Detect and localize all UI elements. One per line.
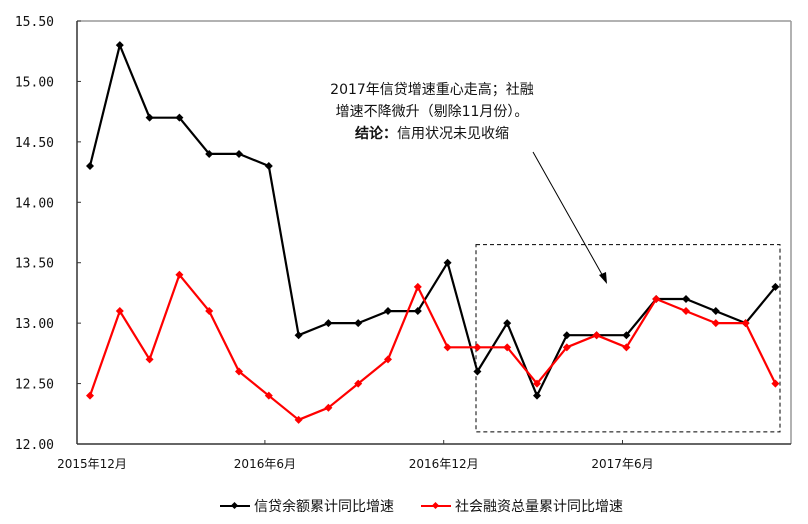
data-point bbox=[592, 331, 601, 340]
legend-item-credit: 信贷余额累计同比增速 bbox=[220, 498, 394, 515]
data-point bbox=[443, 258, 452, 267]
data-point bbox=[235, 149, 243, 158]
y-tick-label: 15.00 bbox=[15, 75, 54, 90]
y-tick-label: 15.50 bbox=[15, 15, 54, 30]
highlight-box bbox=[475, 244, 781, 433]
data-point bbox=[324, 403, 333, 412]
annotation-line-2: 增速不降微升（剔除11月份）。 bbox=[336, 104, 529, 120]
arrow-line bbox=[532, 151, 605, 279]
x-tick-label: 2016年6月 bbox=[234, 457, 296, 471]
data-point bbox=[562, 343, 571, 352]
data-point bbox=[741, 319, 750, 328]
series-social-financing bbox=[86, 270, 780, 424]
annotation-conclusion: 结论：信用状况未见收缩 bbox=[355, 125, 509, 142]
data-point bbox=[771, 282, 780, 291]
data-point bbox=[86, 391, 94, 400]
data-point bbox=[115, 307, 124, 316]
data-point bbox=[503, 319, 512, 328]
data-point bbox=[264, 162, 273, 171]
y-tick-label: 12.00 bbox=[15, 438, 54, 453]
data-point bbox=[145, 113, 154, 122]
x-tick-label: 2015年12月 bbox=[57, 457, 127, 471]
data-point bbox=[354, 319, 363, 328]
data-point bbox=[324, 319, 333, 328]
data-point bbox=[175, 270, 184, 279]
data-point bbox=[175, 113, 184, 122]
series-credit bbox=[86, 41, 780, 400]
conclusion-text: 信用状况未见收缩 bbox=[397, 126, 509, 142]
series-group bbox=[86, 41, 780, 424]
data-point bbox=[473, 343, 482, 352]
data-point bbox=[115, 41, 124, 50]
y-tick-label: 13.50 bbox=[15, 257, 54, 272]
legend-item-social-financing: 社会融资总量累计同比增速 bbox=[421, 499, 623, 515]
data-point bbox=[145, 355, 154, 364]
y-tick-label: 14.50 bbox=[15, 136, 54, 151]
data-point bbox=[771, 379, 780, 388]
y-tick-label: 13.00 bbox=[15, 317, 54, 332]
data-point bbox=[533, 379, 541, 388]
data-point bbox=[413, 282, 422, 291]
data-point bbox=[682, 307, 690, 316]
diamond-marker-icon bbox=[431, 501, 440, 510]
legend-label-social-financing: 社会融资总量累计同比增速 bbox=[455, 499, 623, 515]
data-point bbox=[562, 331, 571, 340]
legend-label-credit: 信贷余额累计同比增速 bbox=[254, 498, 394, 515]
data-point bbox=[622, 343, 631, 352]
data-point bbox=[682, 294, 690, 303]
data-point bbox=[443, 343, 452, 352]
data-point bbox=[711, 307, 720, 316]
data-point bbox=[384, 355, 392, 364]
arrow-head-icon bbox=[599, 272, 607, 284]
data-point bbox=[294, 331, 303, 340]
x-tick-label: 2017年6月 bbox=[591, 457, 653, 471]
y-tick-label: 14.00 bbox=[15, 196, 54, 211]
data-point bbox=[235, 367, 243, 376]
data-point bbox=[264, 391, 273, 400]
conclusion-label: 结论： bbox=[355, 125, 397, 142]
annotation: 2017年信贷增速重心走高；社融 增速不降微升（剔除11月份）。 结论：信用状况… bbox=[330, 81, 607, 284]
data-point bbox=[294, 415, 303, 424]
data-point bbox=[384, 307, 392, 316]
data-point bbox=[622, 331, 631, 340]
data-point bbox=[354, 379, 363, 388]
data-point bbox=[86, 162, 94, 171]
data-point bbox=[473, 367, 482, 376]
y-tick-label: 12.50 bbox=[15, 378, 54, 393]
data-point bbox=[413, 307, 422, 316]
axes: 12.00 12.50 13.00 13.50 14.00 14.50 15.00 15.50… bbox=[15, 15, 792, 471]
data-point bbox=[205, 307, 214, 316]
data-point bbox=[205, 149, 214, 158]
x-tick-label: 2016年12月 bbox=[409, 457, 479, 471]
legend: 信贷余额累计同比增速 社会融资总量累计同比增速 bbox=[220, 498, 623, 515]
data-point bbox=[533, 391, 541, 400]
annotation-line-1: 2017年信贷增速重心走高；社融 bbox=[330, 81, 534, 98]
data-point bbox=[503, 343, 512, 352]
data-point bbox=[711, 319, 720, 328]
diamond-marker-icon bbox=[230, 501, 239, 510]
data-point bbox=[652, 294, 661, 303]
